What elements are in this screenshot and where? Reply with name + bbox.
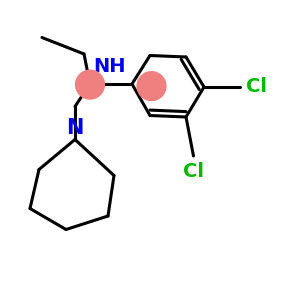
Text: Cl: Cl — [246, 77, 267, 97]
Text: Cl: Cl — [183, 162, 204, 181]
Text: N: N — [66, 118, 84, 138]
Circle shape — [76, 70, 104, 99]
Circle shape — [137, 72, 166, 101]
Text: NH: NH — [93, 57, 125, 76]
